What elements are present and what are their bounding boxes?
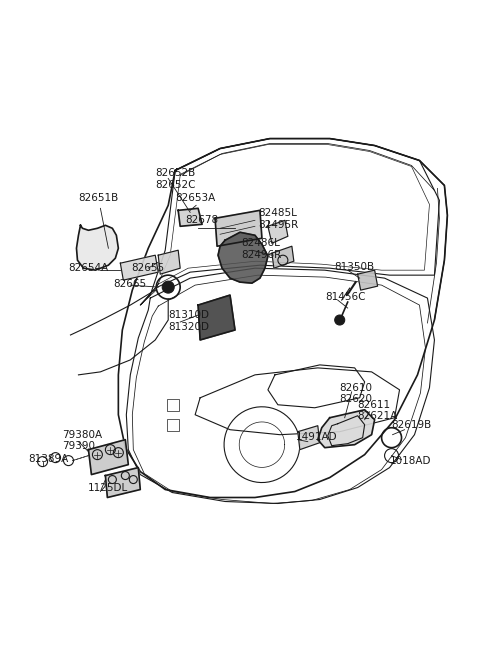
Text: 82655: 82655 xyxy=(132,263,165,273)
Polygon shape xyxy=(298,426,320,449)
Text: 81350B: 81350B xyxy=(335,262,375,272)
Bar xyxy=(167,399,179,411)
Polygon shape xyxy=(272,246,294,268)
Text: 1491AD: 1491AD xyxy=(296,432,337,441)
Polygon shape xyxy=(198,295,235,340)
Text: 82665: 82665 xyxy=(113,279,146,289)
Text: 82651B: 82651B xyxy=(78,193,119,204)
Text: 81456C: 81456C xyxy=(325,292,365,302)
Text: 82678: 82678 xyxy=(185,215,218,225)
Polygon shape xyxy=(88,440,128,475)
Bar xyxy=(167,419,179,431)
Circle shape xyxy=(335,315,345,325)
Polygon shape xyxy=(358,270,378,290)
Text: 82619B: 82619B xyxy=(392,420,432,430)
Polygon shape xyxy=(215,210,262,246)
Text: 82654A: 82654A xyxy=(69,263,109,273)
Polygon shape xyxy=(106,468,140,498)
Polygon shape xyxy=(158,250,180,274)
Polygon shape xyxy=(318,410,374,447)
Circle shape xyxy=(162,281,174,293)
Text: 82611
82621A: 82611 82621A xyxy=(358,400,398,421)
Polygon shape xyxy=(268,220,288,243)
Polygon shape xyxy=(178,208,202,226)
Text: 82652B
82652C: 82652B 82652C xyxy=(155,168,196,190)
Polygon shape xyxy=(120,255,158,280)
Text: 81389A: 81389A xyxy=(29,454,69,464)
Polygon shape xyxy=(76,225,119,270)
Text: 82653A: 82653A xyxy=(175,193,216,204)
Text: 82486L
82496R: 82486L 82496R xyxy=(241,238,281,260)
Text: 81310D
81320D: 81310D 81320D xyxy=(168,310,209,331)
Polygon shape xyxy=(218,233,268,283)
Text: 82610
82620: 82610 82620 xyxy=(340,383,372,404)
Text: 79380A
79390: 79380A 79390 xyxy=(62,430,103,451)
Text: 82485L
82495R: 82485L 82495R xyxy=(258,208,298,230)
Text: 1018AD: 1018AD xyxy=(390,456,431,466)
Text: 1125DL: 1125DL xyxy=(87,483,128,493)
